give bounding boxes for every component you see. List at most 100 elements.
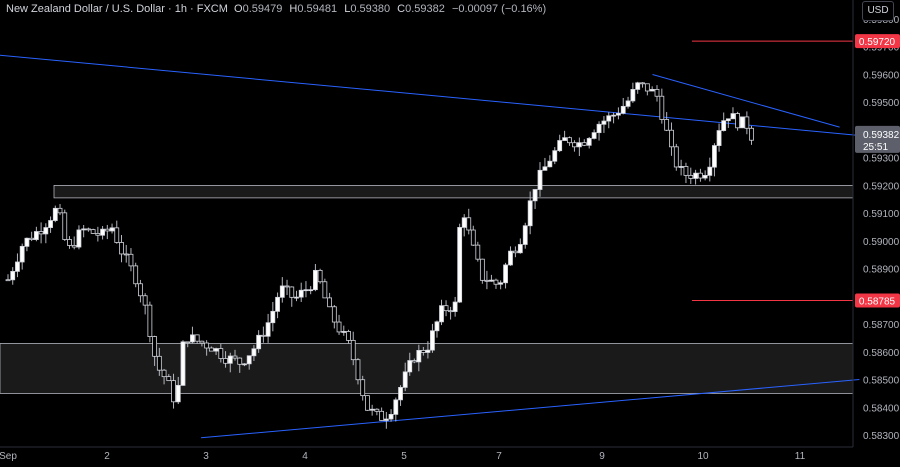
- candle: [673, 143, 679, 171]
- last-price-value: 0.59382: [863, 130, 900, 141]
- time-tick: 3: [203, 451, 209, 462]
- candle: [298, 282, 304, 303]
- candle-body: [194, 334, 200, 342]
- candle: [213, 347, 219, 356]
- symbol-title: New Zealand Dollar / U.S. Dollar · 1h · …: [6, 3, 228, 15]
- candle-body: [190, 334, 195, 343]
- price-tick: 0.59700: [863, 43, 900, 54]
- candle: [190, 326, 195, 344]
- candle-body: [19, 245, 25, 263]
- candle-body: [716, 130, 722, 146]
- time-tick: Sep: [0, 451, 17, 462]
- time-tick: 4: [302, 451, 308, 462]
- price-axis: 0.598000.597000.596000.595000.594000.593…: [863, 15, 900, 442]
- candle-body: [498, 282, 504, 285]
- candle-body: [379, 410, 385, 421]
- candle: [749, 125, 754, 145]
- price-tick: 0.58900: [863, 265, 900, 276]
- candle-body: [522, 225, 528, 245]
- candle-body: [457, 227, 463, 303]
- level-badge-1: [855, 293, 900, 308]
- candle: [443, 300, 449, 317]
- candle: [630, 82, 636, 103]
- candle: [208, 346, 214, 352]
- level-badge-text-0: 0.59720: [859, 37, 896, 48]
- candle: [48, 216, 53, 233]
- candle: [156, 347, 162, 376]
- candle: [730, 107, 736, 120]
- candle-body: [572, 142, 577, 148]
- candle: [100, 226, 105, 240]
- candle-body: [407, 360, 413, 373]
- candle: [493, 278, 499, 289]
- candle-body: [688, 174, 694, 179]
- candle-body: [232, 355, 238, 359]
- candle: [407, 352, 413, 376]
- candle-body: [596, 123, 602, 134]
- candle-body: [104, 228, 110, 232]
- candle: [374, 408, 380, 416]
- candles: [5, 81, 754, 429]
- candle-body: [552, 150, 558, 162]
- candle: [625, 96, 631, 109]
- candle-body: [702, 175, 708, 179]
- candle-body: [698, 172, 703, 179]
- candle: [517, 238, 523, 254]
- candle-body: [425, 349, 431, 353]
- candle: [616, 107, 621, 120]
- candle-body: [508, 250, 513, 266]
- candle: [439, 299, 444, 326]
- candle-body: [279, 285, 285, 298]
- last-price-badge: [855, 125, 900, 153]
- candle: [527, 191, 533, 235]
- candle: [420, 346, 426, 356]
- candle-body: [76, 229, 82, 248]
- candle-body: [581, 142, 587, 146]
- candle: [331, 304, 337, 329]
- candle-body: [383, 418, 389, 421]
- candle-body: [331, 306, 337, 323]
- candle-body: [57, 207, 63, 214]
- candle: [317, 268, 323, 284]
- candle: [702, 170, 708, 181]
- time-tick: 2: [104, 451, 110, 462]
- candle: [452, 296, 458, 317]
- candle-body: [156, 355, 162, 371]
- candle: [537, 162, 543, 197]
- candle-body: [693, 172, 699, 179]
- candle-body: [452, 301, 458, 312]
- candle: [678, 159, 684, 176]
- candle-body: [470, 229, 476, 246]
- candle-body: [213, 348, 219, 352]
- price-tick: 0.58600: [863, 348, 900, 359]
- candle-body: [95, 233, 101, 236]
- candle: [557, 134, 563, 153]
- candle: [114, 220, 120, 244]
- candle: [522, 222, 528, 249]
- candle: [279, 277, 285, 303]
- candle-body: [336, 321, 342, 333]
- candle-body: [547, 160, 553, 168]
- candle-body: [654, 89, 660, 97]
- candle-body: [493, 279, 499, 285]
- candle: [303, 281, 309, 298]
- price-tick: 0.58500: [863, 376, 900, 387]
- candle-body: [15, 261, 20, 272]
- candle: [402, 362, 408, 392]
- currency-button[interactable]: USD: [862, 1, 894, 21]
- candle: [707, 157, 713, 182]
- candle-body: [562, 137, 568, 141]
- candle-body: [29, 237, 35, 240]
- candle-body: [128, 253, 134, 267]
- candle: [275, 292, 280, 319]
- candle: [218, 343, 224, 363]
- candle-body: [649, 89, 655, 92]
- candle: [161, 368, 167, 385]
- price-tick: 0.59300: [863, 154, 900, 165]
- candle-body: [620, 105, 626, 114]
- level-badge-0: [855, 34, 900, 49]
- candle-body: [730, 113, 736, 120]
- candle: [620, 97, 626, 115]
- candle: [251, 345, 257, 362]
